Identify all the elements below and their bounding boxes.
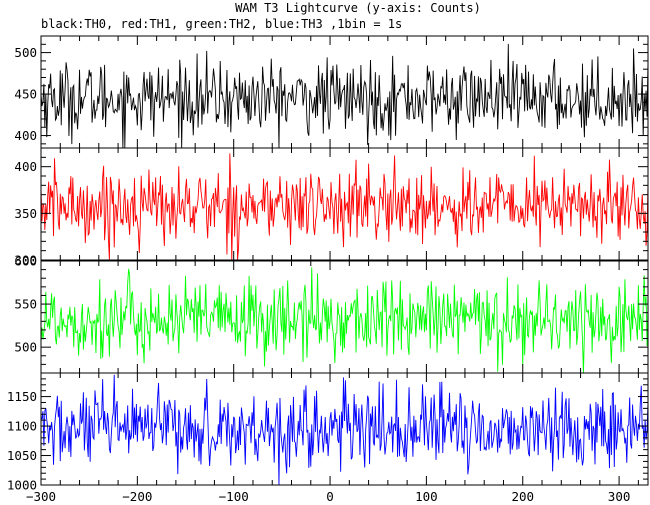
y-tick-label: 600 [14, 254, 37, 269]
series-line-th3 [41, 374, 648, 485]
x-tick-label: −300 [26, 489, 56, 504]
x-tick-label: 0 [326, 489, 334, 504]
series-line-th0 [41, 43, 648, 148]
chart-subtitle: black:TH0, red:TH1, green:TH2, blue:TH3 … [41, 17, 402, 31]
panel-th3: 1000 1050 1100 1150 [7, 372, 649, 493]
y-tick-label: 1100 [7, 419, 37, 434]
panel-th0: 400 450 500 [14, 35, 649, 149]
x-tick-label: 200 [511, 489, 534, 504]
y-tick-label: 400 [14, 159, 37, 174]
x-tick-label: −100 [219, 489, 249, 504]
y-tick-label: 1150 [7, 389, 37, 404]
y-tick-label: 500 [14, 340, 37, 355]
panel-th1: 300 350 400 [14, 147, 649, 268]
y-tick-label: 550 [14, 297, 37, 312]
x-axis: −300 −200 −100 0 100 200 300 [26, 489, 630, 504]
series-line-th1 [41, 153, 648, 260]
x-tick-label: 300 [608, 489, 631, 504]
panels: 4004505003003504005005506001000105011001… [7, 35, 649, 493]
series-line-th2 [41, 267, 648, 373]
x-tick-label: −200 [122, 489, 152, 504]
y-tick-label: 1050 [7, 448, 37, 463]
panel-th2: 500 550 600 [14, 254, 649, 374]
y-tick-label: 1000 [7, 478, 37, 493]
y-tick-label: 300 [14, 253, 37, 268]
panel-frame [40, 260, 649, 374]
y-tick-label: 350 [14, 206, 37, 221]
y-tick-label: 400 [14, 128, 37, 143]
chart-title: WAM T3 Lightcurve (y-axis: Counts) [235, 1, 481, 15]
panel-frame [40, 372, 649, 486]
y-tick-label: 500 [14, 45, 37, 60]
y-tick-label: 450 [14, 87, 37, 102]
x-tick-label: 100 [415, 489, 438, 504]
